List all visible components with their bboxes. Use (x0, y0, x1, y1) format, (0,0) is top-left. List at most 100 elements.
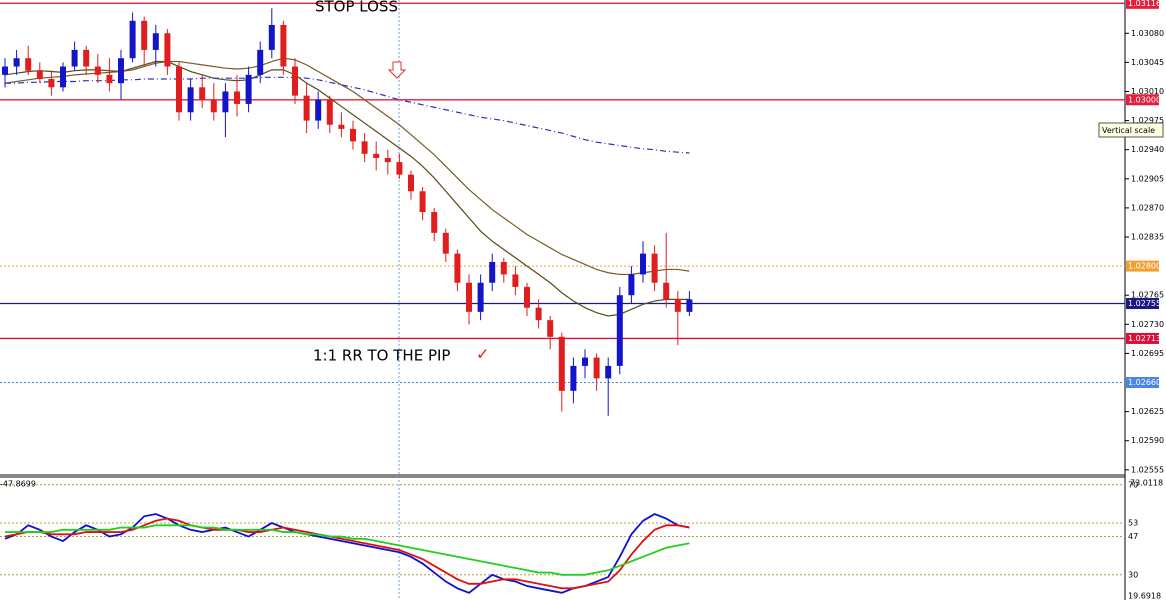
candle-body (628, 274, 635, 296)
candle-body (60, 66, 66, 88)
candle-body (350, 128, 356, 142)
candle-body (268, 24, 275, 50)
candle-body (326, 99, 333, 125)
candle-body (71, 49, 78, 67)
y-tick-label: 1.02870 (1131, 203, 1164, 212)
annotation: 1:1 RR TO THE PIP (313, 347, 450, 365)
candle-body (466, 282, 472, 312)
oscillator-line (4, 517, 690, 590)
y-tick-label: 53 (1128, 519, 1138, 528)
level-label: 1.02713 (1128, 334, 1161, 343)
level-label-box (1126, 377, 1159, 389)
candle-body (651, 253, 658, 283)
scale-min: 19.6918 (1128, 592, 1161, 600)
candle-body (373, 153, 380, 158)
candle-body (396, 162, 403, 175)
candle-body (338, 124, 345, 129)
candle-body (489, 261, 496, 283)
y-tick-label: 70 (1128, 480, 1138, 489)
candle-body (454, 253, 461, 283)
candle-body (141, 20, 148, 50)
y-tick-label: 1.02625 (1131, 407, 1164, 416)
candle-body (547, 320, 554, 337)
candle-body (524, 286, 530, 308)
moving-average (5, 76, 690, 154)
annotation: STOP LOSS (315, 0, 398, 16)
candle-body (303, 95, 310, 121)
candle-body (25, 58, 32, 71)
level-label: 1.03000 (1128, 95, 1161, 104)
candle-body (257, 49, 264, 75)
candle-body (605, 365, 612, 379)
arrow-icon (387, 61, 407, 79)
candle-body (83, 49, 90, 67)
candle-body (199, 87, 206, 100)
candle-body (210, 99, 217, 113)
candle-body (442, 232, 449, 254)
candle-body (315, 99, 322, 121)
candle-body (176, 66, 182, 113)
y-tick-label: 1.02905 (1131, 174, 1164, 183)
panel-separator (0, 474, 1125, 478)
candle-body (48, 79, 55, 88)
candle-body (558, 336, 565, 391)
candle-body (640, 253, 646, 275)
candle-body (118, 58, 124, 84)
candle-body (384, 158, 391, 163)
y-tick-label: 1.02590 (1131, 436, 1164, 445)
level-label: 1.02800 (1128, 262, 1161, 271)
candle-body (686, 299, 693, 312)
indicator-label: -47.8699 (0, 480, 36, 489)
candle-body (129, 20, 136, 59)
candle-body (94, 66, 101, 75)
y-tick-label: 1.02835 (1131, 233, 1164, 242)
level-label: 1.02660 (1128, 378, 1161, 387)
y-tick-label: 1.03010 (1131, 87, 1164, 96)
level-label-box (1126, 332, 1159, 344)
candle-body (13, 58, 20, 67)
candle-body (593, 357, 600, 379)
y-tick-label: 30 (1128, 570, 1138, 579)
y-tick-label: 1.02765 (1131, 291, 1164, 300)
y-tick-label: 1.02695 (1131, 349, 1164, 358)
level-label: 1.02755 (1128, 299, 1161, 308)
candle-body (36, 70, 43, 79)
annotation-mark: ✓ (476, 345, 489, 364)
level-label-box (1126, 94, 1159, 106)
level-label-box (1126, 260, 1159, 272)
candle-body (408, 174, 414, 192)
candle-body (292, 66, 298, 96)
candle-body (616, 295, 623, 366)
tooltip-box (1098, 122, 1164, 138)
candle-body (477, 282, 484, 312)
y-tick-label: 47 (1128, 532, 1138, 541)
y-tick-label: 1.03045 (1131, 58, 1164, 67)
y-tick-label: 1.02940 (1131, 145, 1164, 154)
candle-body (245, 74, 252, 104)
candle-body (164, 33, 171, 67)
candle-body (419, 191, 426, 213)
candle-body (222, 91, 229, 113)
tooltip: Vertical scale (1102, 126, 1155, 135)
level-label-box (1126, 298, 1159, 310)
candle-body (500, 261, 507, 275)
oscillator-line (5, 524, 690, 576)
candle-body (234, 91, 240, 104)
candle-body (663, 282, 670, 300)
candle-body (674, 299, 681, 312)
candle-body (280, 24, 287, 67)
candle-body (535, 307, 542, 321)
y-tick-label: 1.02730 (1131, 320, 1164, 329)
level-label: 1.03116 (1128, 0, 1161, 8)
candle-body (582, 357, 588, 366)
candle-body (2, 66, 8, 75)
candle-body (512, 274, 519, 287)
y-tick-label: 1.02975 (1131, 116, 1164, 125)
scale-max: 73.0118 (1130, 479, 1163, 488)
candle-body (106, 74, 113, 84)
candle-body (570, 365, 577, 391)
candle-body (187, 87, 194, 113)
candle-body (431, 212, 438, 233)
